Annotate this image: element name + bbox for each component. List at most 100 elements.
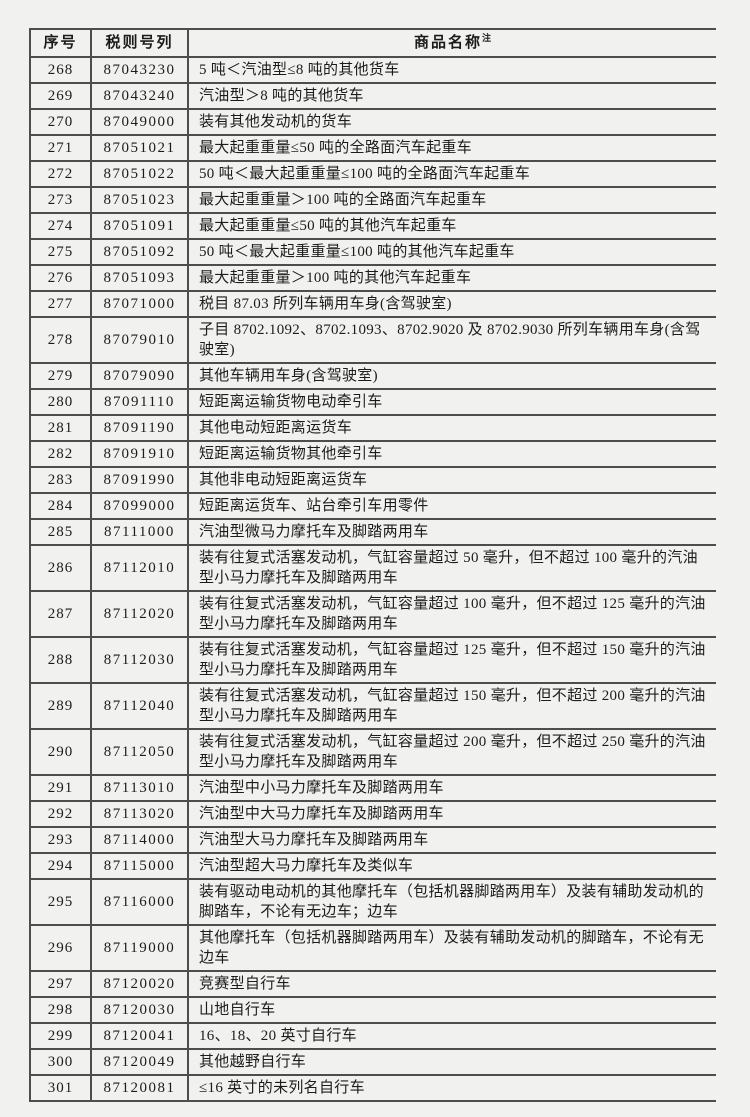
table-row: 289 87112040 装有往复式活塞发动机，气缸容量超过 150 毫升，但不…: [29, 682, 716, 730]
table-row: 272 87051022 50 吨＜最大起重重量≤100 吨的全路面汽车起重车: [29, 160, 716, 188]
row-serial-number: 272: [29, 160, 92, 188]
col-header-index: 序号: [29, 28, 92, 58]
row-product-name: 短距离运货车、站台牵引车用零件: [187, 492, 716, 520]
row-tariff-code: 87051023: [90, 186, 189, 214]
table-row: 291 87113010 汽油型中小马力摩托车及脚踏两用车: [29, 774, 716, 802]
row-tariff-code: 87120020: [90, 970, 189, 998]
row-serial-number: 296: [29, 924, 92, 972]
row-serial-number: 287: [29, 590, 92, 638]
table-row: 271 87051021 最大起重重量≤50 吨的全路面汽车起重车: [29, 134, 716, 162]
table-row: 269 87043240 汽油型＞8 吨的其他货车: [29, 82, 716, 110]
row-product-name: 装有驱动电动机的其他摩托车（包括机器脚踏两用车）及装有辅助发动机的脚踏车，不论有…: [187, 878, 716, 926]
row-tariff-code: 87112020: [90, 590, 189, 638]
row-serial-number: 288: [29, 636, 92, 684]
table-row: 294 87115000 汽油型超大马力摩托车及类似车: [29, 852, 716, 880]
table-row: 300 87120049 其他越野自行车: [29, 1048, 716, 1076]
tariff-table: 序号 税则号列 商品名称注 268 87043230 5 吨＜汽油型≤8 吨的其…: [29, 28, 716, 1102]
row-product-name: 装有往复式活塞发动机，气缸容量超过 200 毫升，但不超过 250 毫升的汽油型…: [187, 728, 716, 776]
table-row: 298 87120030 山地自行车: [29, 996, 716, 1024]
table-row: 287 87112020 装有往复式活塞发动机，气缸容量超过 100 毫升，但不…: [29, 590, 716, 638]
row-serial-number: 301: [29, 1074, 92, 1102]
table-row: 299 87120041 16、18、20 英寸自行车: [29, 1022, 716, 1050]
row-serial-number: 299: [29, 1022, 92, 1050]
row-product-name: 装有往复式活塞发动机，气缸容量超过 125 毫升，但不超过 150 毫升的汽油型…: [187, 636, 716, 684]
row-tariff-code: 87091990: [90, 466, 189, 494]
table-row: 276 87051093 最大起重重量＞100 吨的其他汽车起重车: [29, 264, 716, 292]
row-serial-number: 279: [29, 362, 92, 390]
row-tariff-code: 87112030: [90, 636, 189, 684]
row-tariff-code: 87043240: [90, 82, 189, 110]
table-header: 序号 税则号列 商品名称注: [29, 28, 716, 58]
row-serial-number: 268: [29, 56, 92, 84]
row-product-name: 其他非电动短距离运货车: [187, 466, 716, 494]
row-serial-number: 278: [29, 316, 92, 364]
row-product-name: 其他越野自行车: [187, 1048, 716, 1076]
row-serial-number: 271: [29, 134, 92, 162]
row-product-name: 装有往复式活塞发动机，气缸容量超过 100 毫升，但不超过 125 毫升的汽油型…: [187, 590, 716, 638]
row-product-name: 子目 8702.1092、8702.1093、8702.9020 及 8702.…: [187, 316, 716, 364]
row-product-name: 汽油型大马力摩托车及脚踏两用车: [187, 826, 716, 854]
table-row: 296 87119000 其他摩托车（包括机器脚踏两用车）及装有辅助发动机的脚踏…: [29, 924, 716, 972]
table-row: 281 87091190 其他电动短距离运货车: [29, 414, 716, 442]
col-header-code: 税则号列: [90, 28, 189, 58]
row-product-name: 其他车辆用车身(含驾驶室): [187, 362, 716, 390]
row-serial-number: 291: [29, 774, 92, 802]
row-product-name: 汽油型中小马力摩托车及脚踏两用车: [187, 774, 716, 802]
table-row: 286 87112010 装有往复式活塞发动机，气缸容量超过 50 毫升，但不超…: [29, 544, 716, 592]
row-product-name: 最大起重重量＞100 吨的全路面汽车起重车: [187, 186, 716, 214]
header-footnote-marker: 注: [482, 33, 492, 43]
table-row: 295 87116000 装有驱动电动机的其他摩托车（包括机器脚踏两用车）及装有…: [29, 878, 716, 926]
row-tariff-code: 87051021: [90, 134, 189, 162]
row-tariff-code: 87112050: [90, 728, 189, 776]
header-row: 序号 税则号列 商品名称注: [29, 28, 716, 58]
table-row: 283 87091990 其他非电动短距离运货车: [29, 466, 716, 494]
row-tariff-code: 87119000: [90, 924, 189, 972]
row-product-name: ≤16 英寸的未列名自行车: [187, 1074, 716, 1102]
row-tariff-code: 87116000: [90, 878, 189, 926]
row-tariff-code: 87120030: [90, 996, 189, 1024]
row-serial-number: 277: [29, 290, 92, 318]
row-product-name: 汽油型中大马力摩托车及脚踏两用车: [187, 800, 716, 828]
row-tariff-code: 87091190: [90, 414, 189, 442]
row-tariff-code: 87115000: [90, 852, 189, 880]
table-row: 290 87112050 装有往复式活塞发动机，气缸容量超过 200 毫升，但不…: [29, 728, 716, 776]
row-serial-number: 284: [29, 492, 92, 520]
row-tariff-code: 87112040: [90, 682, 189, 730]
row-product-name: 税目 87.03 所列车辆用车身(含驾驶室): [187, 290, 716, 318]
row-tariff-code: 87051022: [90, 160, 189, 188]
row-serial-number: 270: [29, 108, 92, 136]
col-header-name: 商品名称注: [187, 28, 716, 58]
row-tariff-code: 87049000: [90, 108, 189, 136]
row-product-name: 最大起重重量≤50 吨的其他汽车起重车: [187, 212, 716, 240]
table-row: 288 87112030 装有往复式活塞发动机，气缸容量超过 125 毫升，但不…: [29, 636, 716, 684]
row-serial-number: 285: [29, 518, 92, 546]
row-tariff-code: 87091910: [90, 440, 189, 468]
row-tariff-code: 87051092: [90, 238, 189, 266]
table-row: 274 87051091 最大起重重量≤50 吨的其他汽车起重车: [29, 212, 716, 240]
row-serial-number: 300: [29, 1048, 92, 1076]
row-product-name: 汽油型微马力摩托车及脚踏两用车: [187, 518, 716, 546]
table-body: 268 87043230 5 吨＜汽油型≤8 吨的其他货车 269 870432…: [29, 56, 716, 1102]
row-serial-number: 282: [29, 440, 92, 468]
row-product-name: 最大起重重量＞100 吨的其他汽车起重车: [187, 264, 716, 292]
table-row: 279 87079090 其他车辆用车身(含驾驶室): [29, 362, 716, 390]
row-product-name: 竞赛型自行车: [187, 970, 716, 998]
row-serial-number: 286: [29, 544, 92, 592]
row-serial-number: 273: [29, 186, 92, 214]
row-serial-number: 269: [29, 82, 92, 110]
table-row: 273 87051023 最大起重重量＞100 吨的全路面汽车起重车: [29, 186, 716, 214]
table-row: 293 87114000 汽油型大马力摩托车及脚踏两用车: [29, 826, 716, 854]
table-row: 275 87051092 50 吨＜最大起重重量≤100 吨的其他汽车起重车: [29, 238, 716, 266]
table-row: 285 87111000 汽油型微马力摩托车及脚踏两用车: [29, 518, 716, 546]
row-product-name: 装有往复式活塞发动机，气缸容量超过 50 毫升，但不超过 100 毫升的汽油型小…: [187, 544, 716, 592]
row-serial-number: 290: [29, 728, 92, 776]
table-row: 280 87091110 短距离运输货物电动牵引车: [29, 388, 716, 416]
row-serial-number: 295: [29, 878, 92, 926]
row-tariff-code: 87071000: [90, 290, 189, 318]
table-row: 282 87091910 短距离运输货物其他牵引车: [29, 440, 716, 468]
row-tariff-code: 87113020: [90, 800, 189, 828]
row-tariff-code: 87120049: [90, 1048, 189, 1076]
row-product-name: 短距离运输货物其他牵引车: [187, 440, 716, 468]
row-serial-number: 276: [29, 264, 92, 292]
